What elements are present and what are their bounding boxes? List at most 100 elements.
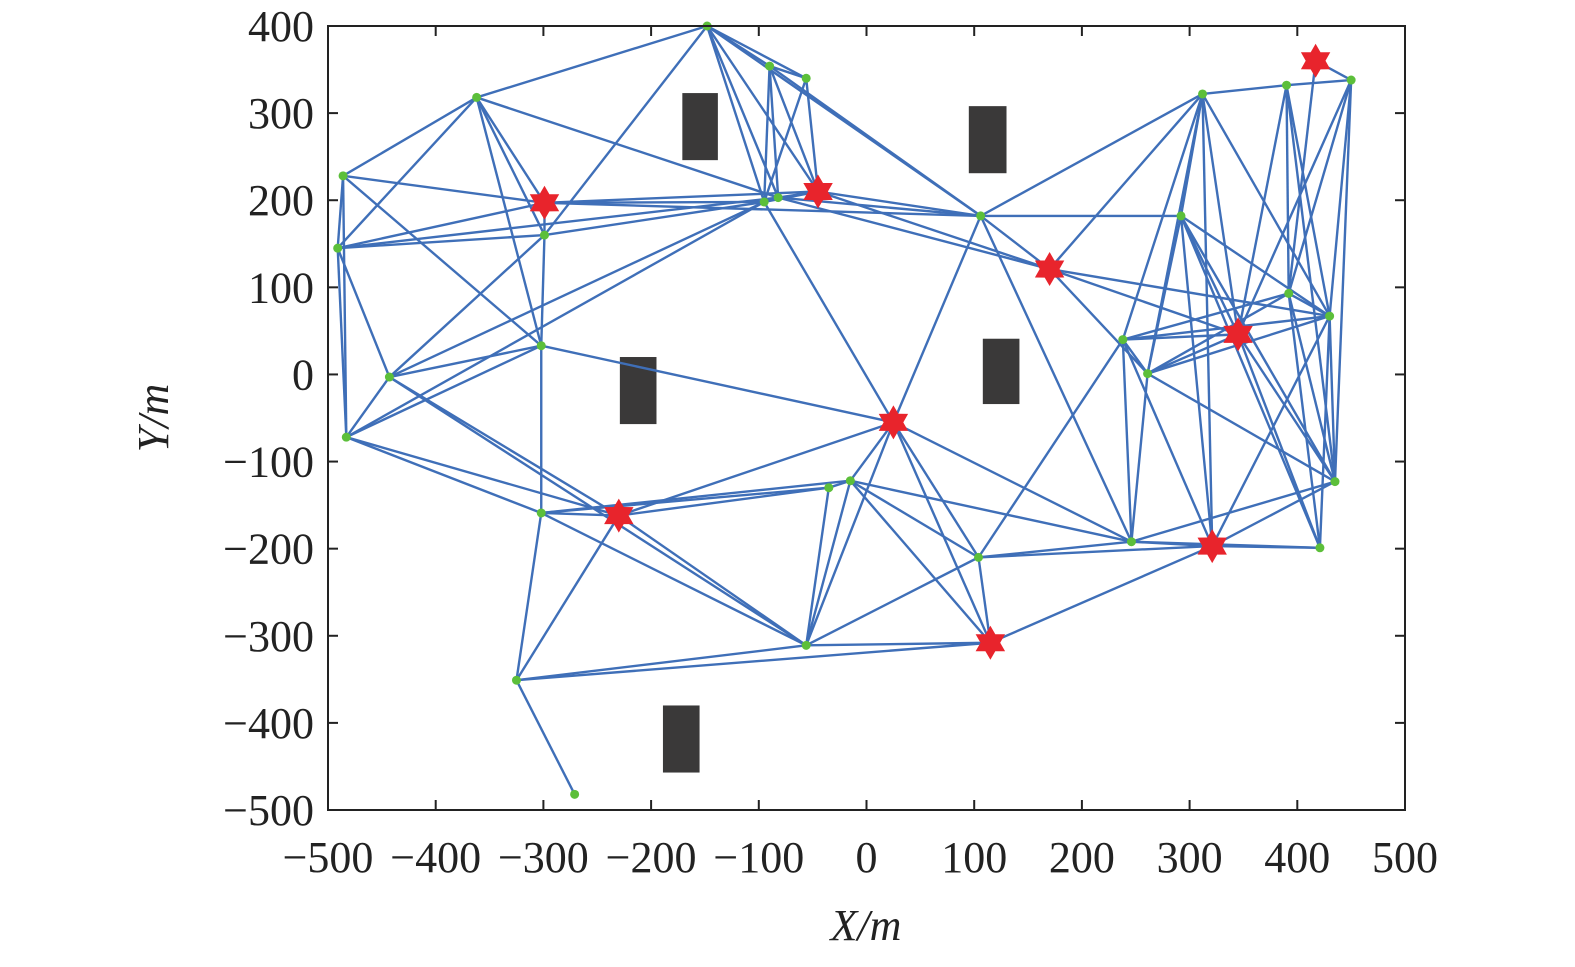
edge [515, 679, 576, 795]
edge [345, 344, 542, 439]
edge [850, 479, 1132, 543]
x-tick-label: 0 [856, 833, 878, 882]
obstacle [619, 357, 657, 425]
sensor-node [472, 92, 482, 102]
x-tick-label: 200 [1049, 833, 1115, 882]
edge [475, 96, 546, 204]
anchor-node [1300, 43, 1331, 78]
edge [1236, 79, 1353, 335]
edge [1121, 339, 1214, 547]
sensor-node [536, 341, 546, 351]
x-tick-label: 100 [941, 833, 1007, 882]
edge [618, 421, 894, 517]
edge [388, 200, 765, 379]
edge [705, 25, 766, 203]
edge [1122, 292, 1290, 341]
edge [1236, 333, 1322, 549]
edge [341, 175, 348, 438]
edge [388, 376, 620, 517]
sensor-node [341, 432, 351, 442]
sensor-node [536, 508, 546, 518]
edge [892, 421, 1132, 543]
sensor-node [773, 193, 783, 203]
y-tick-label: 400 [248, 2, 314, 51]
edge [989, 544, 1213, 644]
edge [337, 196, 779, 250]
edge [515, 512, 543, 681]
edge [618, 486, 829, 517]
edge [1318, 316, 1331, 548]
edge [541, 511, 619, 517]
edge [476, 96, 779, 199]
anchor-node [529, 185, 560, 220]
edge [1147, 292, 1290, 375]
y-tick-label: −400 [223, 699, 314, 748]
y-tick-label: 100 [248, 263, 314, 312]
sensor-node [384, 372, 394, 382]
edge [1048, 93, 1204, 270]
edge [892, 421, 980, 559]
sensor-node [824, 483, 834, 493]
x-tick-label: −300 [498, 833, 589, 882]
edge [1211, 315, 1331, 547]
y-tick-label: 200 [248, 176, 314, 225]
edge [1131, 540, 1320, 549]
edge [544, 201, 981, 218]
sensor-node [1284, 288, 1294, 298]
edge [1288, 292, 1331, 318]
edge [980, 92, 1204, 217]
edge [345, 376, 391, 438]
edge [345, 436, 620, 517]
sensor-node [511, 675, 521, 685]
edge [805, 487, 830, 646]
sensor-node [1176, 211, 1186, 221]
edge [1285, 85, 1337, 482]
edge [1049, 267, 1330, 318]
x-axis-title: X/m [829, 901, 902, 950]
edge [1179, 215, 1214, 547]
anchor-node [1197, 529, 1227, 564]
edge [763, 77, 808, 203]
edge [342, 96, 478, 177]
sensor-node [1346, 75, 1356, 85]
edge [515, 514, 620, 681]
sensor-node [1325, 311, 1335, 321]
edge [1211, 480, 1336, 548]
edge [540, 344, 894, 424]
edge [805, 480, 852, 646]
edge [1201, 93, 1331, 317]
edge [1146, 372, 1336, 483]
edge [1285, 85, 1331, 317]
edge [342, 174, 543, 347]
edge [1236, 85, 1288, 335]
edge [540, 235, 546, 346]
edge [769, 64, 807, 80]
edge [768, 65, 820, 192]
edge [1328, 316, 1337, 482]
edge [543, 25, 709, 236]
edge [977, 338, 1124, 559]
edge [618, 514, 807, 647]
obstacle [682, 93, 718, 161]
edge [778, 196, 981, 218]
sensor-node [1282, 80, 1292, 90]
sensor-node [338, 171, 348, 181]
edge [1122, 333, 1239, 341]
edge [516, 644, 807, 682]
edge [1287, 293, 1337, 482]
x-tick-label: 500 [1372, 833, 1438, 882]
anchor-node [975, 625, 1006, 660]
obstacle [968, 106, 1007, 174]
sensor-node [801, 640, 811, 650]
edge [978, 544, 1213, 559]
anchor-node [878, 405, 909, 440]
edge [337, 201, 545, 250]
edge [892, 421, 992, 644]
edge [979, 214, 1051, 270]
edge [1179, 93, 1204, 217]
sensor-node [974, 552, 984, 562]
edge [544, 190, 819, 205]
edge [337, 233, 545, 250]
edge [475, 97, 543, 347]
edge [768, 65, 780, 198]
